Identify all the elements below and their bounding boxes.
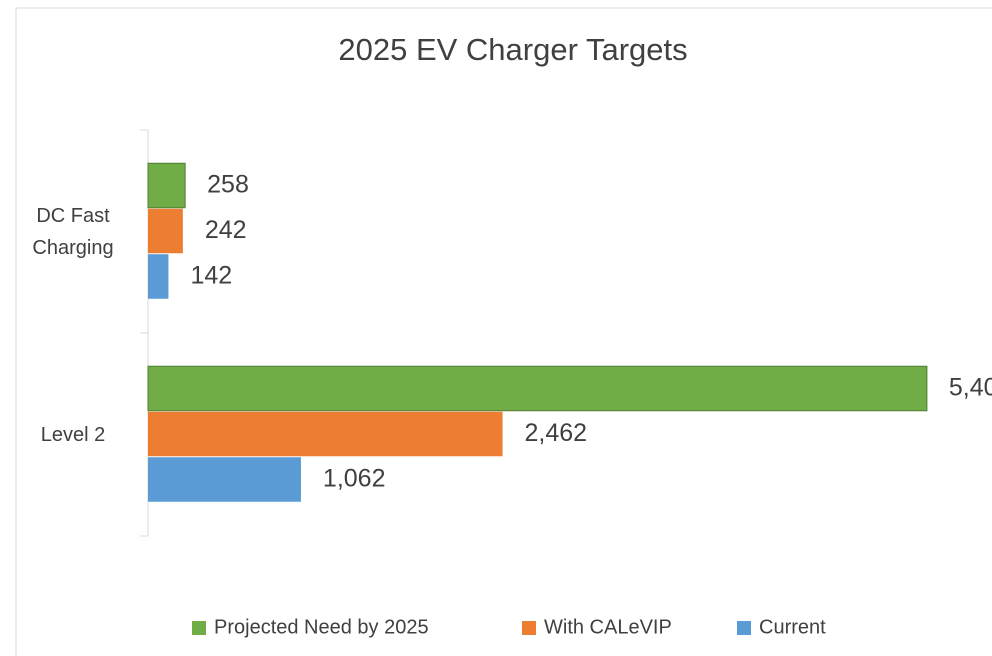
data-label: 142 xyxy=(190,262,232,290)
data-label: 242 xyxy=(205,216,247,244)
legend-label: Projected Need by 2025 xyxy=(214,616,429,638)
legend-label: With CALeVIP xyxy=(544,616,672,638)
chart-title: 2025 EV Charger Targets xyxy=(338,32,687,67)
bar xyxy=(147,162,186,209)
data-label: 1,062 xyxy=(323,465,386,493)
y-tick-label: DC Fast Charging xyxy=(32,204,114,259)
bar xyxy=(148,208,183,254)
legend-swatch xyxy=(522,621,536,635)
data-label: 2,462 xyxy=(525,419,588,447)
data-label: 5,409 xyxy=(949,374,992,402)
legend-swatch xyxy=(737,621,751,635)
legend-swatch xyxy=(192,621,206,635)
bar xyxy=(148,411,503,457)
data-label: 258 xyxy=(207,171,249,199)
bar xyxy=(147,365,928,412)
bar xyxy=(148,254,169,299)
y-tick-label: Level 2 xyxy=(40,423,106,446)
bar xyxy=(148,457,301,502)
chart-border xyxy=(15,7,992,656)
legend-label: Current xyxy=(759,616,826,638)
